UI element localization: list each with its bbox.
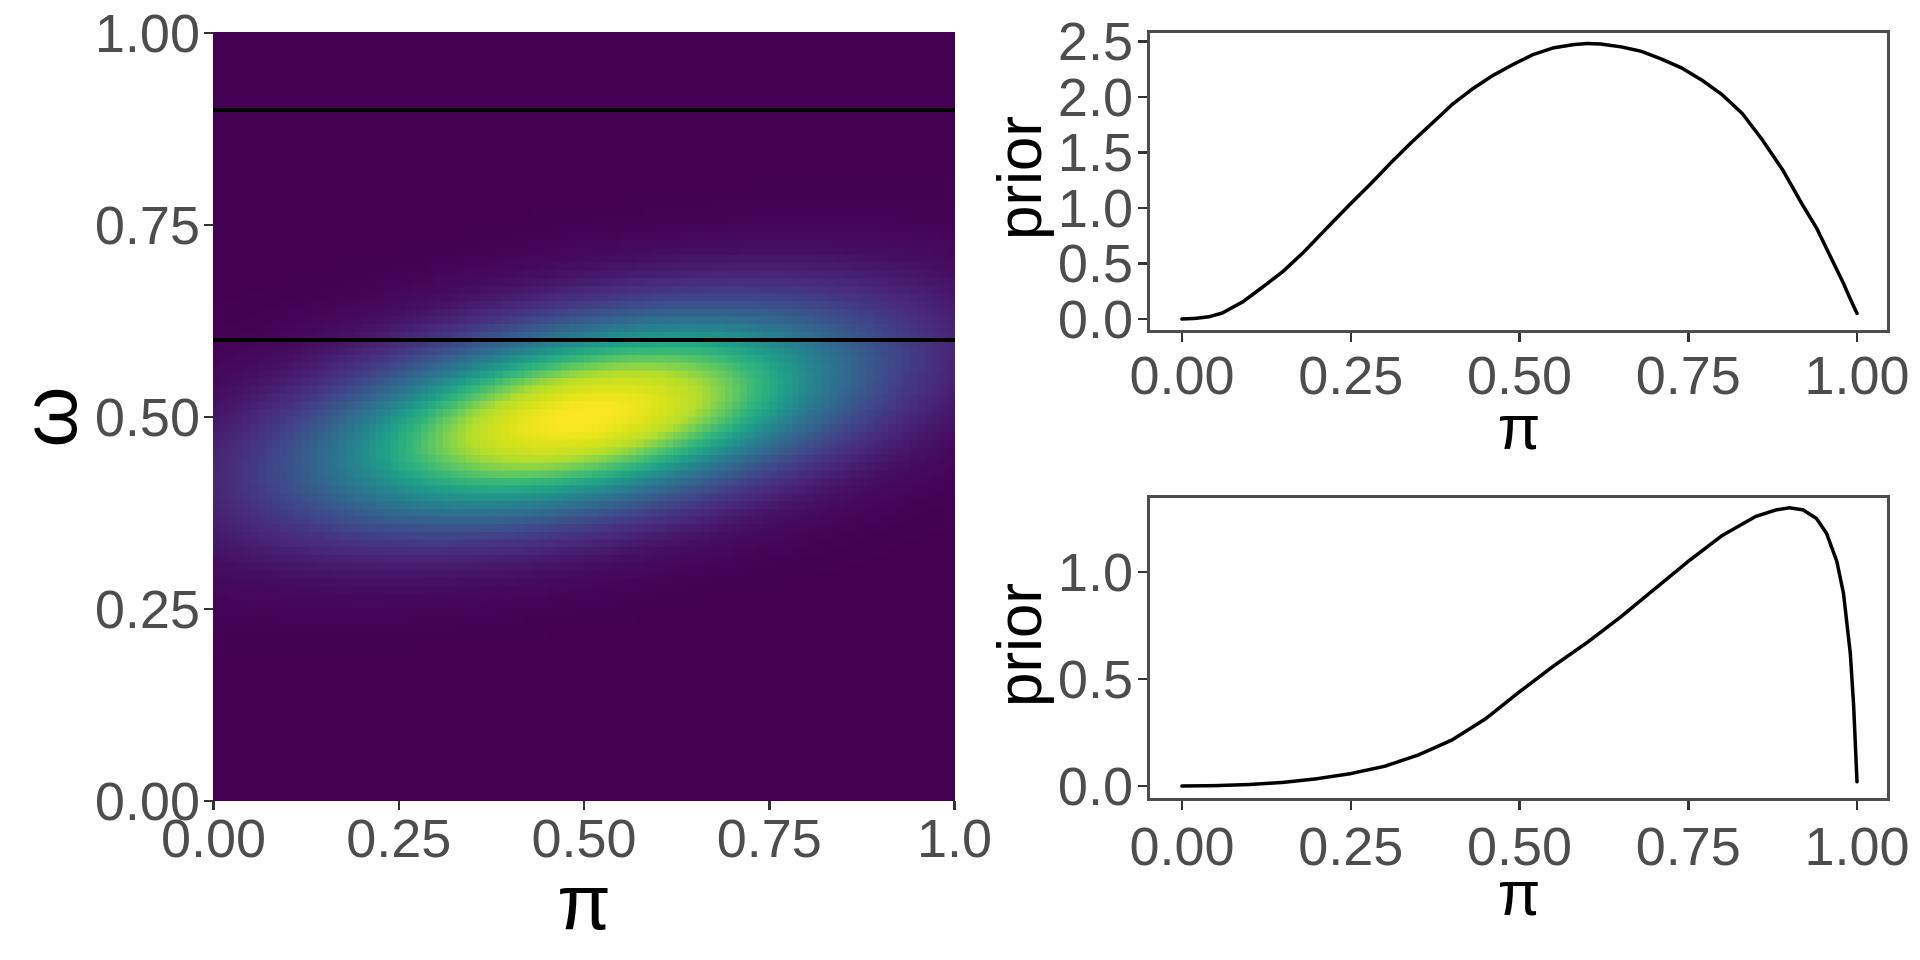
y-tick-label: 1.0 [1057,178,1133,239]
x-tick-mark [397,801,400,810]
x-tick-mark [953,801,956,810]
y-tick-label: 1.5 [1057,123,1133,184]
x-tick-mark [582,801,586,810]
y-tick-mark [1138,262,1147,265]
prior-curve-omega-0.9 [1180,506,1859,788]
y-tick-mark [204,607,213,611]
prior-top-panel-border [1147,30,1890,333]
prior-curve-omega-0.6-path [1180,41,1859,321]
x-tick-label: 0.50 [1466,346,1573,406]
y-tick-label: 0.75 [94,196,200,256]
x-tick-label: 0.25 [346,809,452,869]
y-tick-mark [1138,151,1147,154]
x-tick-label: 0.00 [160,809,267,869]
x-tick-label: 0.25 [1298,817,1404,877]
x-tick-mark [1518,333,1521,342]
x-tick-label: 1.00 [1804,817,1910,877]
x-tick-label: 1.0 [916,809,993,869]
y-tick-label: 1.00 [94,4,200,64]
x-tick-mark [212,801,215,810]
prior-curve-omega-0.6 [1180,41,1859,321]
x-tick-label: 0.75 [1635,346,1741,406]
y-tick-mark [1138,206,1147,210]
omega-0.6-reference-line [213,338,955,343]
y-tick-label: 0.0 [1057,290,1133,350]
y-tick-mark [1138,570,1147,574]
y-tick-label: 0.00 [94,772,200,832]
x-tick-mark [768,801,771,810]
prior-top-x-axis-title: π [1497,394,1541,463]
x-tick-mark [1180,801,1184,810]
y-tick-mark [1138,317,1147,321]
x-tick-mark [1687,801,1690,810]
y-tick-mark [1138,40,1147,43]
y-tick-mark [1138,784,1147,788]
x-tick-mark [1687,333,1690,342]
y-tick-mark [204,415,213,419]
y-tick-label: 2.5 [1057,12,1133,73]
x-tick-mark [1349,801,1352,810]
y-tick-label: 0.5 [1057,234,1133,295]
y-tick-mark [1138,95,1147,99]
y-tick-label: 0.5 [1057,650,1133,710]
x-tick-label: 0.75 [1635,817,1741,877]
omega-0.9-reference-line [213,107,955,112]
prior-bottom-x-axis-title: π [1497,860,1541,929]
y-tick-label: 1.0 [1057,543,1133,603]
joint-prior-density-raster [213,32,955,801]
y-tick-mark [204,799,213,803]
x-tick-mark [1855,801,1859,810]
prior-bottom-panel-border [1147,495,1890,801]
x-tick-mark [1180,333,1184,342]
y-tick-mark [204,31,213,35]
x-tick-label: 0.50 [1466,817,1573,877]
y-tick-label: 0.50 [94,388,200,448]
y-tick-mark [1138,677,1147,681]
x-tick-label: 0.25 [1298,346,1404,406]
x-tick-label: 0.00 [1129,817,1235,877]
x-tick-label: 0.75 [716,809,822,869]
x-tick-mark [1349,333,1352,342]
heatmap-x-axis-title: π [557,858,611,946]
x-tick-mark [1518,801,1521,810]
prior-curve-omega-0.9-path [1180,506,1859,788]
y-tick-label: 0.0 [1057,757,1133,817]
x-tick-label: 0.00 [1129,346,1235,406]
y-tick-label: 0.25 [94,580,200,640]
y-tick-label: 2.0 [1057,67,1133,128]
x-tick-label: 1.00 [1804,346,1910,406]
y-tick-mark [204,223,213,227]
x-tick-mark [1855,333,1859,342]
x-tick-label: 0.50 [531,809,637,869]
